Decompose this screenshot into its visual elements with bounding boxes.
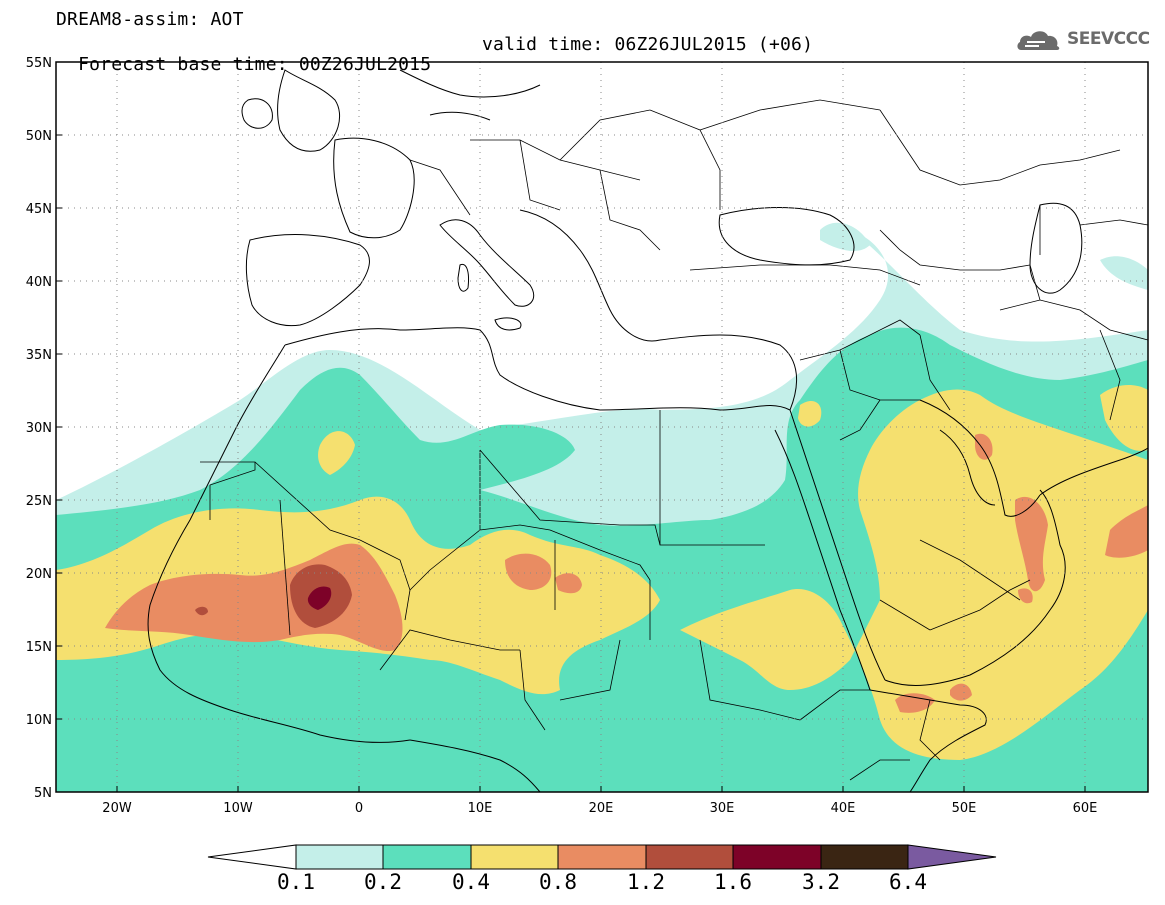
lat-label: 10N bbox=[26, 713, 52, 728]
colorbar-over-triangle bbox=[907, 844, 997, 870]
lon-label: 40E bbox=[831, 801, 856, 816]
lon-label: 20W bbox=[102, 801, 132, 816]
map-title: DREAM8-assim: AOT bbox=[56, 9, 244, 30]
colorbar-segment bbox=[557, 844, 647, 870]
colorbar-segment bbox=[382, 844, 472, 870]
map-gridlines bbox=[56, 62, 1148, 792]
colorbar-label: 1.2 bbox=[627, 870, 665, 894]
lat-label: 30N bbox=[26, 421, 52, 436]
coastlines bbox=[147, 69, 1148, 792]
lon-label: 0 bbox=[355, 801, 363, 816]
logo-text: SEEVCCC bbox=[1067, 29, 1150, 49]
colorbar-label: 1.6 bbox=[714, 870, 752, 894]
colorbar-label: 0.1 bbox=[277, 870, 315, 894]
country-borders bbox=[200, 99, 1148, 781]
lat-label: 40N bbox=[26, 275, 52, 290]
lon-label: 10E bbox=[468, 801, 493, 816]
lat-label: 25N bbox=[26, 494, 52, 509]
lat-label: 45N bbox=[26, 202, 52, 217]
cloud-logo-icon bbox=[1017, 31, 1060, 50]
colorbar-label: 6.4 bbox=[889, 870, 927, 894]
colorbar-label: 0.2 bbox=[364, 870, 402, 894]
colorbar bbox=[207, 844, 997, 870]
lat-label: 5N bbox=[34, 786, 52, 801]
lat-label: 50N bbox=[26, 129, 52, 144]
longitude-labels: 20W 10W 0 10E 20E 30E 40E 50E 60E bbox=[102, 801, 1097, 816]
lon-label: 50E bbox=[952, 801, 977, 816]
lat-label: 55N bbox=[26, 56, 52, 71]
lon-label: 60E bbox=[1073, 801, 1098, 816]
lon-label: 10W bbox=[223, 801, 253, 816]
colorbar-label: 3.2 bbox=[802, 870, 840, 894]
colorbar-segment bbox=[295, 844, 384, 870]
colorbar-segment bbox=[732, 844, 822, 870]
latitude-labels: 55N 50N 45N 40N 35N 30N 25N 20N 15N 10N … bbox=[26, 56, 52, 801]
lat-label: 15N bbox=[26, 640, 52, 655]
colorbar-segment bbox=[645, 844, 734, 870]
colorbar-label: 0.4 bbox=[452, 870, 490, 894]
lat-label: 20N bbox=[26, 567, 52, 582]
lon-label: 30E bbox=[710, 801, 735, 816]
colorbar-segment bbox=[470, 844, 559, 870]
aot-band-1.6-3.2 bbox=[307, 586, 332, 610]
colorbar-label: 0.8 bbox=[539, 870, 577, 894]
colorbar-segment bbox=[820, 844, 909, 870]
colorbar-under-triangle bbox=[207, 844, 297, 870]
forecast-times: Forecast base time: 00Z26JUL2015 valid t… bbox=[56, 35, 813, 95]
valid-time: valid time: 06Z26JUL2015 (+06) bbox=[482, 34, 814, 55]
base-time: Forecast base time: 00Z26JUL2015 bbox=[78, 54, 432, 75]
lat-label: 35N bbox=[26, 348, 52, 363]
lon-label: 20E bbox=[589, 801, 614, 816]
axis-ticks bbox=[56, 61, 1086, 793]
